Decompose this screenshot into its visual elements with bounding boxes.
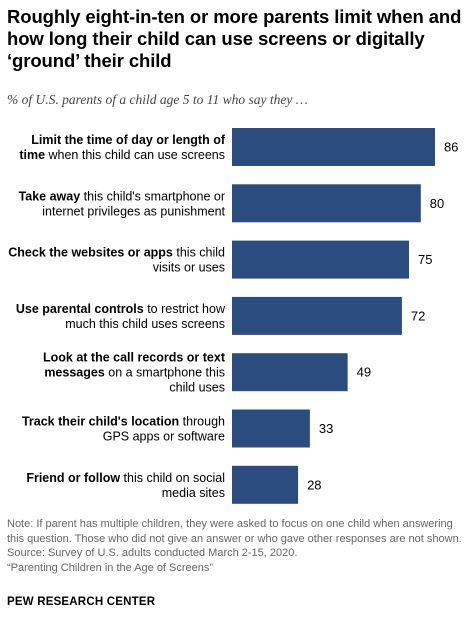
bar (232, 465, 299, 504)
category-label-part: internet privileges as punishment (42, 204, 225, 218)
category-label-part: Look at the call records or text (43, 351, 226, 365)
category-label-part: this child (173, 246, 225, 260)
title-line: Roughly eight-in-ten or more parents lim… (7, 6, 462, 27)
value-label: 33 (319, 421, 333, 436)
category-label-part: to restrict how (144, 302, 226, 316)
category-label-part: Take away (19, 189, 81, 203)
category-label: Take away this child's smartphone or inte… (19, 189, 226, 218)
category-label-part: media sites (162, 486, 225, 500)
chart-title: Roughly eight-in-ten or more parents lim… (7, 6, 469, 72)
category-label: Look at the call records or text messages… (43, 351, 226, 395)
category-label-part: much this child uses screens (65, 317, 225, 331)
category-label: Use parental controls to restrict how muc… (16, 302, 226, 331)
value-label: 49 (357, 365, 371, 380)
category-label-part: Limit the time of day or length of (31, 133, 226, 147)
category-label-part: Use parental controls (16, 302, 144, 316)
category-label-part: time (19, 148, 45, 162)
category-label: Limit the time of day or length of time w… (19, 133, 226, 162)
value-label: 72 (411, 308, 425, 323)
category-label-part: GPS apps or software (103, 430, 225, 444)
category-label-part: on a smartphone this (105, 366, 225, 380)
value-label: 80 (430, 196, 444, 211)
category-label-part: visits or uses (153, 261, 225, 275)
category-label-part: Friend or follow (26, 471, 120, 485)
bar-chart: 86 Limit the time of day or length of time… (8, 128, 458, 504)
value-label: 28 (307, 477, 321, 492)
category-label-part: through (179, 415, 225, 429)
bar (232, 409, 310, 448)
category-label: Track their child's location through GPS … (22, 415, 225, 444)
value-label: 75 (418, 252, 432, 267)
chart-subtitle: % of U.S. parents of a child age 5 to 11… (7, 92, 308, 107)
value-label: 86 (444, 140, 458, 155)
category-label-part: Track their child's location (22, 415, 179, 429)
category-label-part: when this child can use screens (45, 148, 225, 162)
title-line: ‘ground’ their child (7, 50, 172, 71)
category-label-part: Check the websites or apps (8, 246, 173, 260)
report-title-line: “Parenting Children in the Age of Screen… (7, 561, 214, 574)
bar (232, 240, 409, 279)
note-line: Note: If parent has multiple children, t… (7, 518, 453, 530)
category-label-part: messages (44, 366, 105, 380)
note-line: this question. Those who did not give an… (7, 532, 462, 545)
category-label-part: this child's smartphone or (80, 189, 225, 203)
source-line: Source: Survey of U.S. adults conducted … (7, 547, 298, 559)
title-line: how long their child can use screens or … (7, 28, 425, 49)
category-label: Check the websites or apps this child vis… (8, 246, 225, 275)
bar (232, 128, 435, 166)
category-label-part: child uses (169, 381, 225, 395)
chart-notes: Note: If parent has multiple children, t… (7, 517, 473, 575)
brand-logo-text: PEW RESEARCH CENTER (7, 596, 156, 608)
category-label-part: this child on social (120, 471, 225, 485)
bar (232, 184, 421, 223)
bar (232, 296, 402, 335)
bar (232, 353, 348, 392)
category-label: Friend or follow this child on social med… (26, 471, 225, 500)
